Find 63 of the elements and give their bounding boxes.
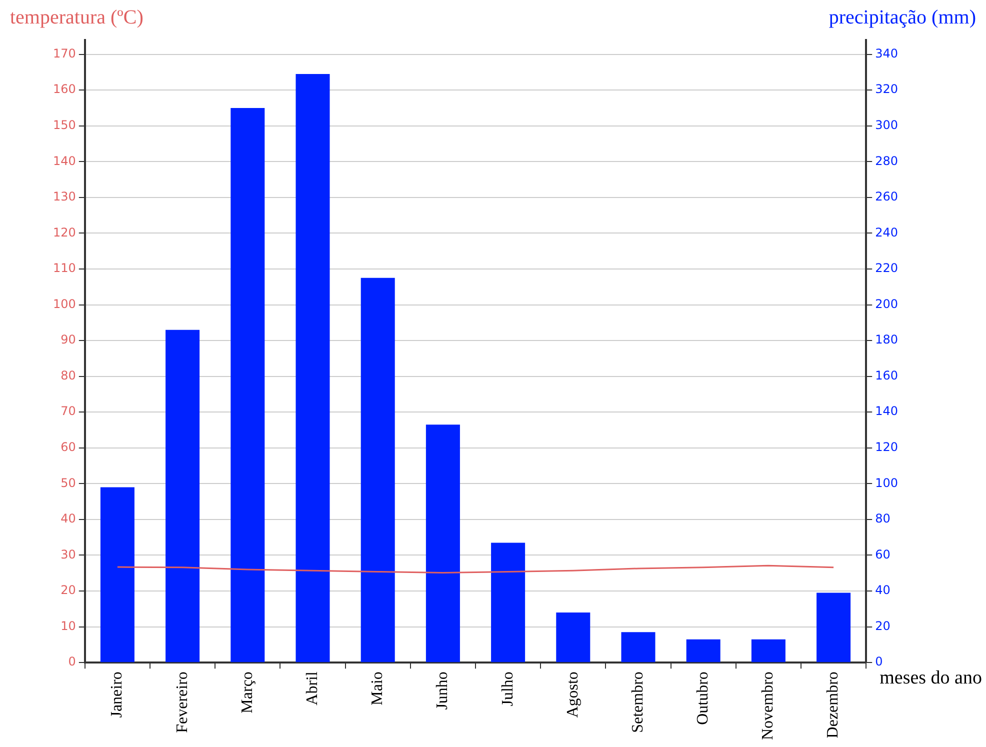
y-tick-label: 110 xyxy=(53,261,76,276)
y2-tick-label: 160 xyxy=(875,368,898,382)
bar xyxy=(621,632,656,662)
y2-tick-label: 120 xyxy=(875,440,898,454)
bar xyxy=(686,639,720,662)
y2-axis-title: precipitação (mm) xyxy=(828,6,976,28)
y2-tick-label: 320 xyxy=(875,82,898,96)
y-tick-label: 140 xyxy=(53,154,76,168)
y2-tick-label: 140 xyxy=(875,404,898,418)
y-tick-label: 160 xyxy=(53,82,76,96)
y-tick-label: 130 xyxy=(53,190,76,204)
x-tick-label: Fevereiro xyxy=(174,672,191,733)
y2-tick-label: 300 xyxy=(875,118,898,132)
x-tick-label: Maio xyxy=(369,672,386,706)
y-tick-label: 70 xyxy=(60,404,76,418)
y-tick-label: 0 xyxy=(68,654,76,669)
y2-tick-label: 80 xyxy=(875,512,890,526)
y-tick-label: 80 xyxy=(60,368,76,382)
y-tick-label: 90 xyxy=(60,332,76,347)
x-tick-label: Agosto xyxy=(564,672,582,718)
x-axis-title: meses do ano xyxy=(880,668,982,689)
y2-tick-label: 340 xyxy=(875,46,898,60)
x-tick-label: Junho xyxy=(434,672,452,710)
bar xyxy=(751,639,786,662)
y-tick-label: 50 xyxy=(60,476,76,490)
x-tick-label: Janeiro xyxy=(108,672,126,718)
x-tick-label: Novembro xyxy=(760,672,777,740)
y2-tick-label: 280 xyxy=(875,154,898,168)
bar xyxy=(816,592,851,662)
y2-tick-label: 100 xyxy=(875,476,898,490)
y2-tick-label: 260 xyxy=(875,190,898,204)
y2-tick-label: 180 xyxy=(875,332,898,347)
y-axis-title: temperatura (ºC) xyxy=(10,6,144,28)
y2-tick-label: 60 xyxy=(875,547,890,562)
y-tick-label: 20 xyxy=(60,583,76,598)
bar xyxy=(230,108,265,662)
y2-tick-label: 240 xyxy=(875,225,898,240)
y-tick-label: 10 xyxy=(60,618,76,633)
x-tick-label: Julho xyxy=(499,672,516,706)
y-tick-label: 100 xyxy=(53,296,76,311)
y-tick-label: 40 xyxy=(60,512,76,526)
bar xyxy=(426,424,460,662)
y-tick-label: 120 xyxy=(53,225,76,240)
bar xyxy=(556,612,590,662)
bar xyxy=(166,330,200,662)
y2-tick-label: 40 xyxy=(875,583,890,598)
x-tick-label: Setembro xyxy=(629,672,646,733)
y2-tick-label: 220 xyxy=(875,261,898,276)
y2-tick-label: 0 xyxy=(875,654,883,669)
y2-tick-label: 20 xyxy=(875,618,890,633)
y-tick-label: 30 xyxy=(60,547,76,562)
x-tick-label: Abril xyxy=(304,671,321,706)
y-tick-label: 60 xyxy=(60,440,76,454)
x-tick-label: Outubro xyxy=(694,672,712,725)
y-tick-label: 170 xyxy=(53,46,76,60)
y2-tick-label: 200 xyxy=(875,296,898,311)
x-tick-label: Março xyxy=(238,672,256,714)
bar xyxy=(296,74,330,662)
bar xyxy=(100,487,134,662)
bar xyxy=(491,542,526,662)
x-tick-label: Dezembro xyxy=(824,672,842,738)
y-tick-label: 150 xyxy=(53,118,76,132)
bar xyxy=(360,278,395,662)
